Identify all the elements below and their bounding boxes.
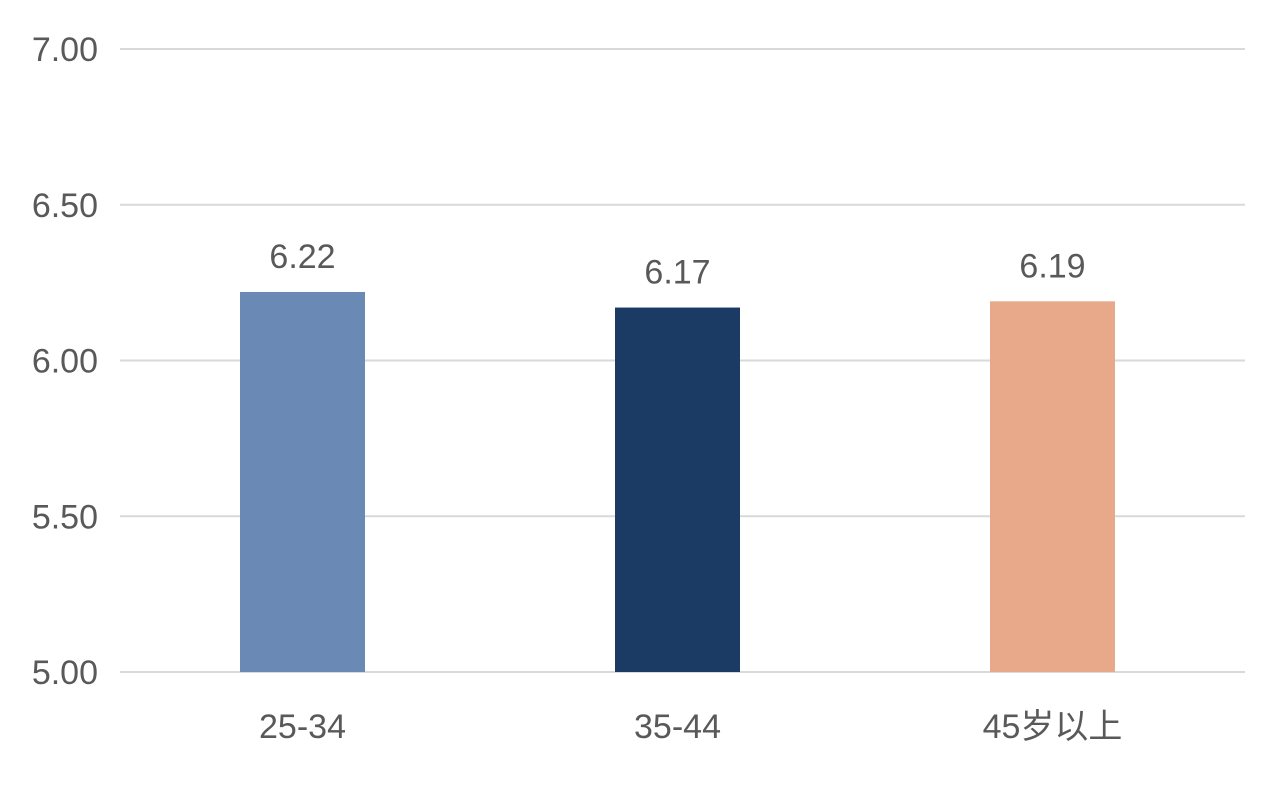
data-label: 6.17 [644,254,710,292]
x-axis-tick-labels: 25-34 35-44 45岁以上 [259,708,1122,746]
x-tick-label: 45岁以上 [983,708,1123,746]
x-tick-label: 35-44 [634,708,721,746]
bars [240,291,1115,672]
y-tick-label: 7.00 [32,31,98,69]
data-label: 6.22 [269,238,335,276]
y-axis-tick-labels: 5.00 5.50 6.00 6.50 7.00 [32,31,98,692]
x-tick-label: 25-34 [259,708,346,746]
bar-3 [990,301,1115,672]
y-tick-label: 5.50 [32,498,98,536]
y-tick-label: 5.00 [32,654,98,692]
bar-2 [615,307,740,672]
y-tick-label: 6.00 [32,343,98,381]
y-tick-label: 6.50 [32,187,98,225]
data-label: 6.19 [1019,247,1085,285]
bar-1 [240,291,365,672]
data-labels: 6.22 6.17 6.19 [269,238,1085,292]
